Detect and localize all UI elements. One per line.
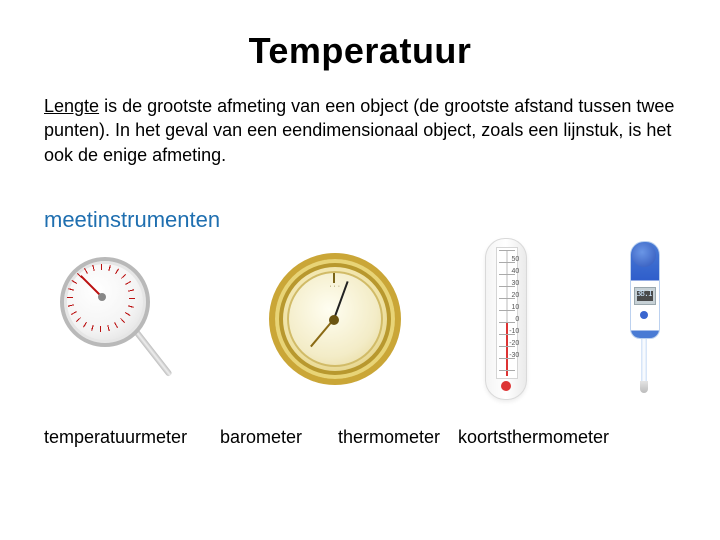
body-paragraph: Lengte is de grootste afmeting van een o… (44, 94, 676, 167)
instrument-labels-row: temperatuurmeter barometer thermometer k… (44, 427, 676, 448)
label-barometer: barometer (220, 427, 338, 448)
glass-thermometer-icon: 50403020100-10-20-30 (485, 238, 527, 400)
digital-display-value: 38.1 (633, 289, 655, 298)
thermometer-scale-labels: 50403020100-10-20-30 (509, 254, 519, 362)
instruments-row: · · · 50403020100-10-20-30 (44, 239, 676, 399)
page-title: Temperatuur (44, 30, 676, 72)
label-koortsthermometer: koortsthermometer (458, 427, 648, 448)
digital-thermometer-icon: 38.1 (612, 241, 676, 397)
label-thermometer: thermometer (338, 427, 458, 448)
instrument-koortsthermometer: 38.1 (612, 241, 676, 397)
underlined-term: Lengte (44, 96, 99, 116)
gauge-thermometer-icon (44, 249, 184, 389)
instrument-temperatuurmeter (44, 249, 184, 389)
body-rest: is de grootste afmeting van een object (… (44, 96, 674, 165)
instrument-thermometer: 50403020100-10-20-30 (485, 238, 527, 400)
barometer-icon: · · · (269, 253, 401, 385)
label-temperatuurmeter: temperatuurmeter (44, 427, 220, 448)
instrument-barometer: · · · (269, 253, 401, 385)
section-heading: meetinstrumenten (44, 207, 676, 233)
